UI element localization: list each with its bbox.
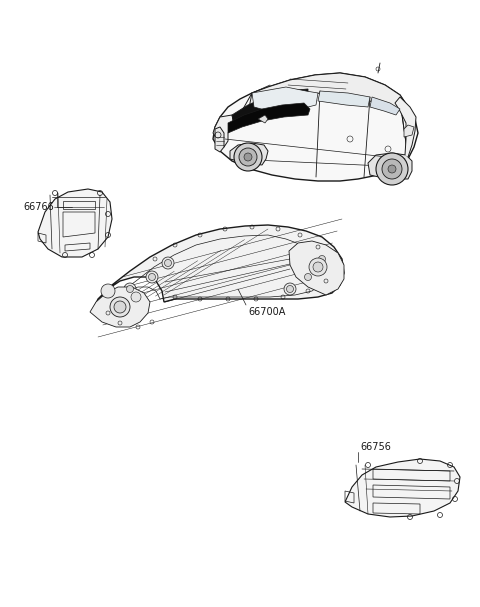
Text: 66766: 66766 [23, 202, 54, 212]
Circle shape [162, 257, 174, 269]
Polygon shape [92, 225, 344, 312]
Circle shape [146, 271, 158, 283]
Circle shape [287, 285, 293, 293]
Polygon shape [230, 143, 268, 165]
Circle shape [376, 153, 408, 185]
Circle shape [304, 274, 312, 280]
Circle shape [114, 301, 126, 313]
Polygon shape [395, 97, 416, 157]
Circle shape [388, 165, 396, 173]
Polygon shape [370, 97, 400, 115]
Polygon shape [258, 115, 268, 123]
Circle shape [234, 143, 262, 171]
Polygon shape [318, 91, 370, 107]
Polygon shape [368, 153, 412, 179]
Circle shape [239, 148, 257, 166]
Circle shape [302, 271, 314, 283]
Polygon shape [213, 115, 234, 147]
Circle shape [244, 153, 252, 161]
Polygon shape [90, 287, 150, 327]
Text: 66700A: 66700A [248, 307, 286, 317]
Polygon shape [215, 127, 224, 152]
Polygon shape [232, 89, 308, 125]
Polygon shape [404, 125, 414, 137]
Polygon shape [38, 189, 112, 257]
Circle shape [313, 262, 323, 272]
Circle shape [148, 274, 156, 280]
Circle shape [319, 256, 325, 262]
Text: 66756: 66756 [360, 442, 391, 452]
Circle shape [131, 292, 141, 302]
Circle shape [165, 260, 171, 266]
Polygon shape [213, 73, 418, 181]
Circle shape [101, 284, 115, 298]
Circle shape [382, 159, 402, 179]
Polygon shape [289, 241, 344, 295]
Circle shape [309, 258, 327, 276]
Circle shape [316, 253, 328, 265]
Circle shape [127, 285, 133, 293]
Circle shape [110, 297, 130, 317]
Polygon shape [248, 73, 408, 113]
Polygon shape [228, 103, 310, 133]
Polygon shape [345, 459, 460, 517]
Polygon shape [252, 87, 318, 113]
Circle shape [124, 283, 136, 295]
Circle shape [284, 283, 296, 295]
